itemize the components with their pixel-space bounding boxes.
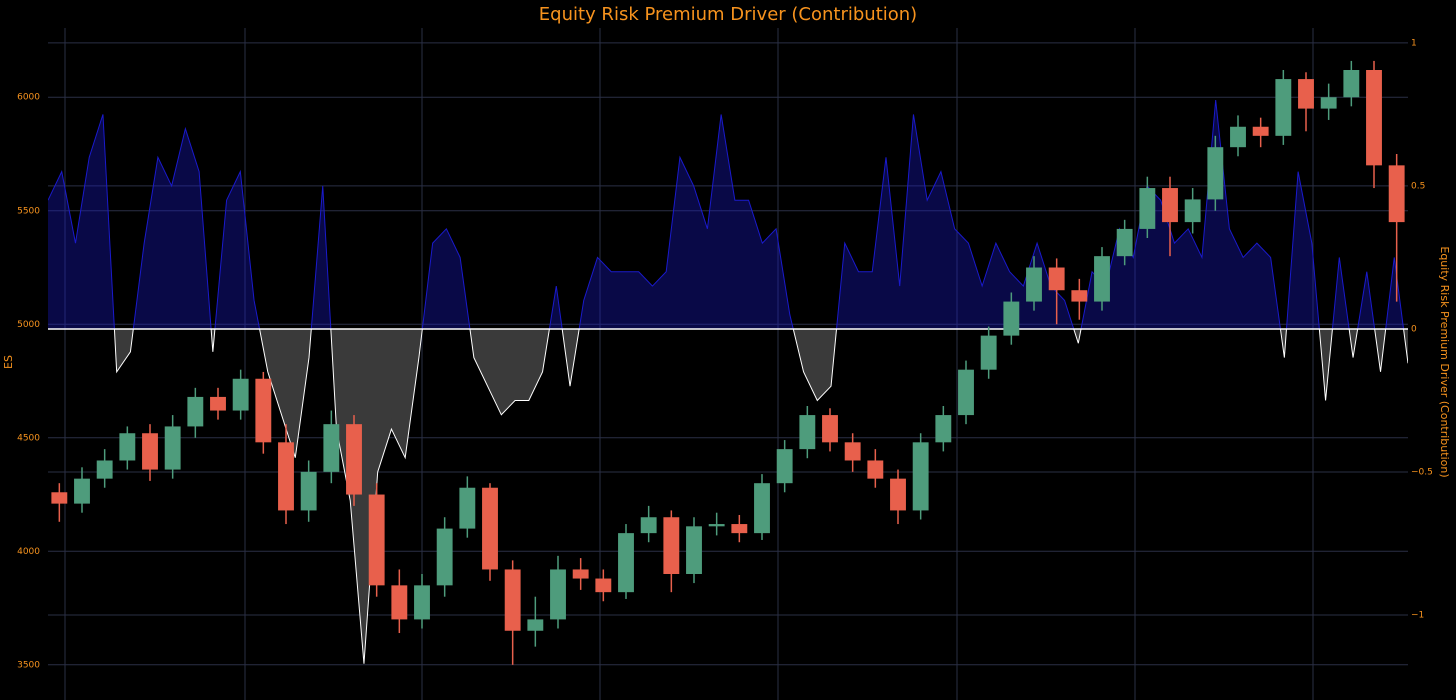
y2-tick-label: −0.5 — [1411, 467, 1433, 477]
y-tick-label: 4500 — [17, 433, 40, 443]
candle-body — [572, 569, 589, 579]
candle-body — [1116, 228, 1133, 257]
candle-body — [1252, 126, 1269, 136]
y-tick-label: 4000 — [17, 547, 40, 557]
y2-axis-label: Equity Risk Premium Driver (Contribution… — [1438, 246, 1451, 477]
y2-tick-label: 1 — [1411, 38, 1417, 48]
y-axis-label: ES — [2, 355, 15, 369]
contribution-line-positive — [48, 100, 1405, 329]
candle-body — [482, 487, 498, 570]
candle-body — [935, 415, 952, 443]
candle-body — [1048, 267, 1065, 291]
candle-body — [708, 524, 725, 527]
candle-body — [368, 494, 385, 586]
y2-tick-label: −1 — [1411, 611, 1424, 621]
candle-body — [776, 449, 793, 484]
candle-body — [1343, 70, 1360, 98]
candle-body — [595, 578, 612, 593]
candle-body — [1298, 79, 1314, 109]
candle-body — [391, 585, 408, 620]
candle-body — [640, 517, 657, 534]
candle-body — [210, 396, 226, 411]
candle-body — [1184, 199, 1201, 223]
candle-body — [686, 526, 702, 574]
x-grid — [64, 28, 1314, 700]
candle-body — [663, 517, 680, 574]
candle-body — [1207, 147, 1224, 200]
candle-body — [323, 424, 340, 472]
candle-body — [51, 492, 68, 504]
candle-body — [346, 424, 362, 495]
candle-body — [1003, 301, 1020, 336]
candle-body — [119, 433, 136, 461]
candle-body — [96, 460, 113, 479]
candle-body — [436, 528, 453, 586]
candle-body — [890, 478, 906, 511]
candle-body — [754, 483, 770, 534]
candle-body — [504, 569, 521, 631]
candle-body — [1230, 126, 1246, 148]
candle-body — [799, 415, 816, 450]
candle-body — [1162, 188, 1178, 223]
candle-body — [618, 533, 634, 593]
candle-body — [278, 442, 294, 511]
y2-tick-label: 0.5 — [1411, 181, 1425, 191]
candle-body — [74, 478, 90, 504]
candle-body — [980, 335, 997, 370]
candle-body — [1320, 97, 1337, 109]
candle-body — [550, 569, 566, 620]
candle-body — [1026, 267, 1042, 302]
contribution-area-positive — [48, 100, 1408, 329]
y-tick-label: 6000 — [17, 93, 40, 103]
y2-tick-label: 0 — [1411, 324, 1417, 334]
y-tick-label: 5000 — [17, 320, 40, 330]
candle-body — [414, 585, 430, 620]
candle-body — [731, 524, 748, 534]
candle-body — [459, 487, 476, 529]
candle-body — [527, 619, 544, 631]
candle-body — [164, 426, 181, 470]
candle-body — [958, 369, 974, 416]
candle-body — [1071, 290, 1088, 302]
candle-body — [1139, 188, 1156, 229]
y-tick-label: 3500 — [17, 660, 40, 670]
candle-body — [822, 415, 838, 443]
candle-body — [1275, 79, 1292, 136]
candle-body — [187, 396, 204, 427]
candle-body — [1094, 256, 1110, 302]
candle-body — [300, 471, 317, 511]
candle-body — [1366, 70, 1382, 166]
y-tick-label: 5500 — [17, 206, 40, 216]
candle-body — [1388, 165, 1405, 223]
candle-body — [912, 442, 929, 511]
chart-title: Equity Risk Premium Driver (Contribution… — [539, 4, 917, 25]
candle-body — [844, 442, 861, 461]
candle-body — [255, 378, 272, 443]
candle-body — [232, 378, 249, 411]
candle-body — [867, 460, 884, 479]
candle-body — [142, 433, 158, 470]
contribution-line-negative — [113, 328, 1408, 664]
